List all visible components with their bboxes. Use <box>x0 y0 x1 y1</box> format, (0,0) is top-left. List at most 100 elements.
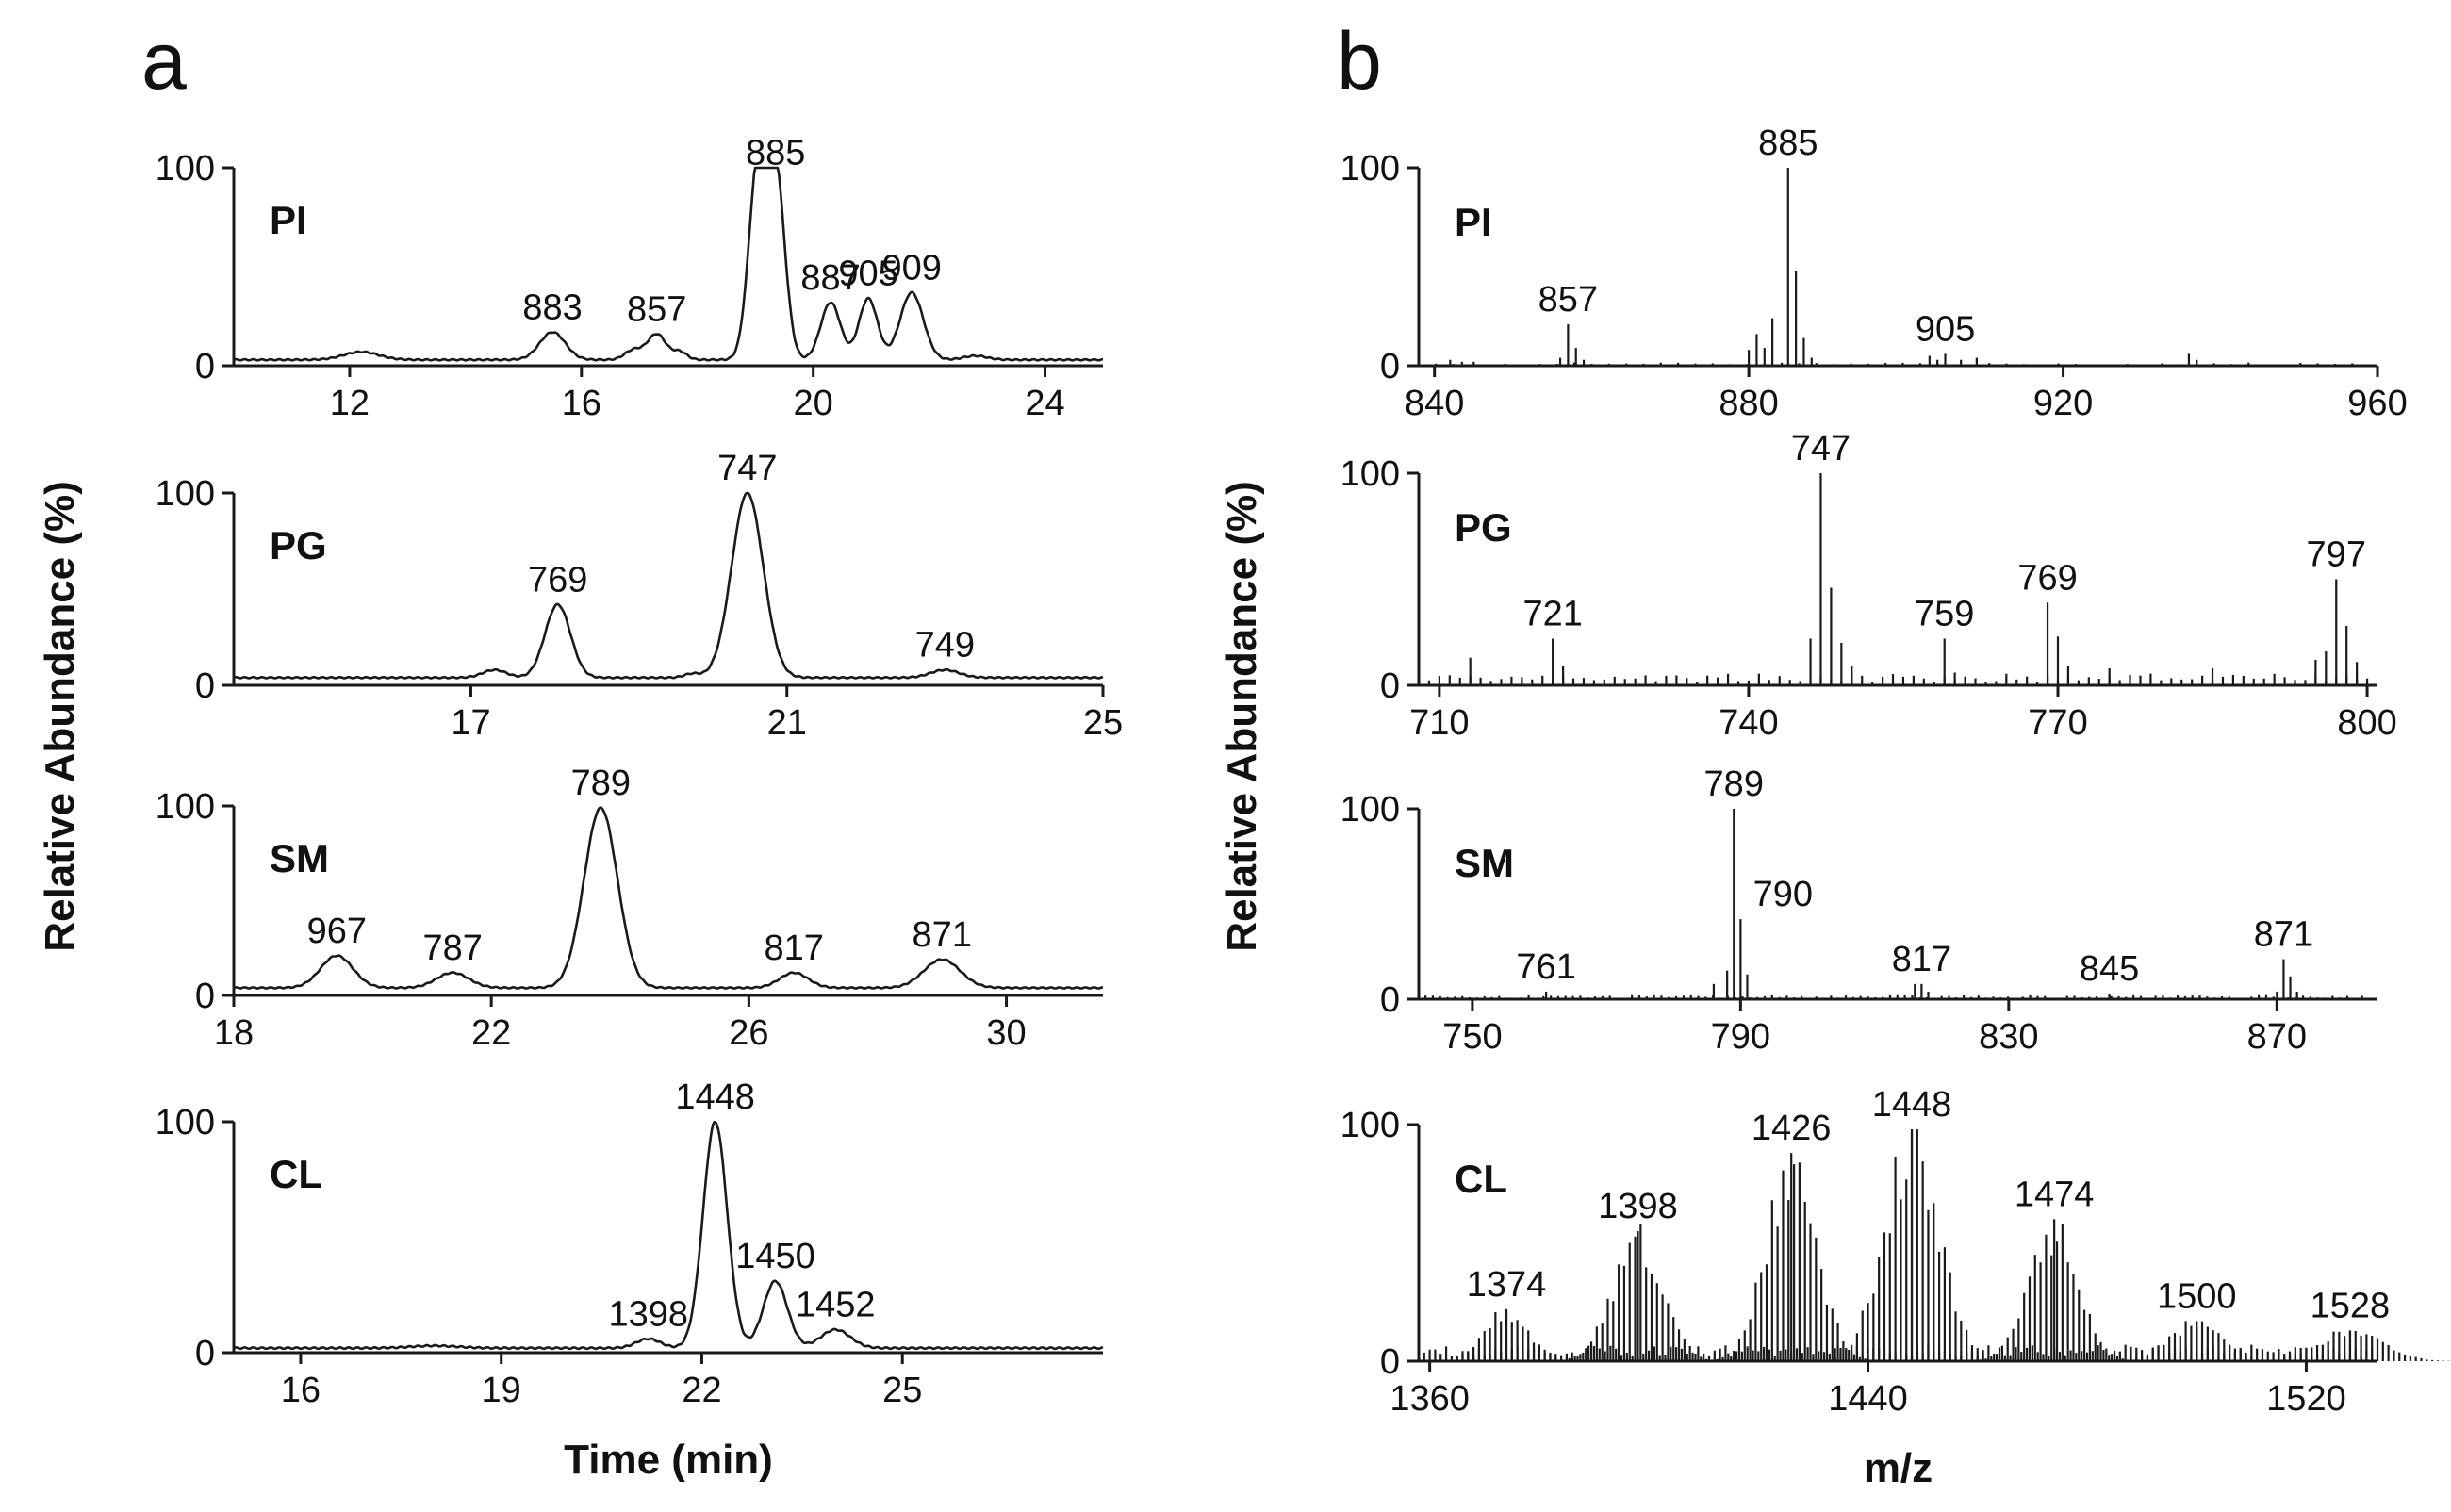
x-tick-label: 22 <box>471 1013 511 1053</box>
x-tick-label: 920 <box>2033 384 2093 423</box>
peak-label: 1500 <box>2157 1276 2237 1316</box>
x-tick-label: 12 <box>330 384 370 423</box>
x-tick-label: 870 <box>2247 1017 2307 1057</box>
x-tick-label: 740 <box>1719 703 1778 743</box>
x-tick-label: 1440 <box>1828 1379 1908 1419</box>
lipid-class-label: PI <box>270 198 307 242</box>
x-tick-label: 800 <box>2337 703 2396 743</box>
y-axis-title: Relative Abundance (%) <box>1219 481 1265 952</box>
y-tick-label: 100 <box>1341 454 1400 494</box>
y-tick-label: 0 <box>195 347 215 386</box>
peak-label: 747 <box>1791 429 1851 468</box>
peak-label: 909 <box>881 248 941 288</box>
peak-label: 1398 <box>1598 1187 1678 1226</box>
peak-label: 871 <box>913 915 972 955</box>
x-tick-label: 16 <box>281 1371 321 1410</box>
peak-label: 857 <box>1538 280 1598 320</box>
axis-lines <box>1417 168 2377 368</box>
y-tick-label: 0 <box>195 1334 215 1373</box>
x-tick-label: 24 <box>1025 384 1064 423</box>
lipid-class-label: SM <box>270 836 329 880</box>
peak-label: 769 <box>2017 558 2077 598</box>
x-tick-label: 30 <box>986 1013 1026 1053</box>
peak-label: 769 <box>528 560 587 600</box>
peak-label: 1448 <box>1872 1085 1952 1125</box>
chromatogram-trace <box>233 806 1104 990</box>
peak-label: 883 <box>522 288 582 327</box>
x-tick-label: 19 <box>482 1371 521 1410</box>
x-tick-label: 25 <box>1083 703 1123 743</box>
x-tick-label: 1520 <box>2266 1379 2346 1419</box>
x-tick-label: 960 <box>2347 384 2407 423</box>
y-tick-label: 100 <box>156 474 215 514</box>
chart-a-sm: 0 100 18 22 26 30 SM 967 787 789 817 871 <box>156 764 1104 1053</box>
y-tick-label: 100 <box>156 1103 215 1142</box>
peak-label: 871 <box>2254 915 2313 955</box>
peak-label: 761 <box>1516 947 1575 987</box>
peak-label: 1374 <box>1467 1265 1547 1305</box>
x-tick-label: 21 <box>767 703 807 743</box>
x-tick-label: 18 <box>214 1013 254 1053</box>
x-tick-label: 22 <box>682 1371 721 1410</box>
peak-label: 885 <box>1758 123 1818 163</box>
peak-label: 787 <box>423 929 483 968</box>
peak-label: 1450 <box>735 1237 815 1276</box>
chromatogram-trace <box>233 166 1104 362</box>
x-tick-label: 710 <box>1409 703 1469 743</box>
peak-label: 905 <box>838 255 897 294</box>
peak-label: 1426 <box>1752 1109 1832 1148</box>
x-tick-label: 1360 <box>1390 1379 1470 1419</box>
lipid-class-label: SM <box>1455 841 1514 885</box>
peak-label: 749 <box>915 626 975 666</box>
y-tick-label: 100 <box>156 787 215 827</box>
x-tick-label: 830 <box>1979 1017 2038 1057</box>
peak-label: 759 <box>1915 595 1974 634</box>
peak-label: 817 <box>764 929 823 968</box>
x-tick-label: 26 <box>729 1013 768 1053</box>
x-tick-label: 20 <box>794 384 833 423</box>
y-tick-label: 0 <box>195 666 215 706</box>
peak-label: 1452 <box>796 1286 876 1325</box>
y-tick-label: 0 <box>1380 347 1400 386</box>
y-tick-label: 0 <box>1380 1342 1400 1382</box>
y-tick-label: 100 <box>1341 790 1400 830</box>
chart-a-cl: 0 100 16 19 22 25 CL Time (min) 1398 1448 1450 1452 <box>156 1077 1104 1483</box>
lipid-class-label: CL <box>270 1152 322 1196</box>
peak-label: 790 <box>1753 875 1813 914</box>
peak-label: 967 <box>307 912 367 951</box>
x-tick-label: 840 <box>1405 384 1464 423</box>
peak-label: 721 <box>1522 595 1582 634</box>
chart-b-cl: 0 100 1360 1440 1520 CL m/z 1374 1398 1426 1448 147… <box>1341 1085 2450 1491</box>
x-tick-label: 25 <box>882 1371 922 1410</box>
peak-label: 905 <box>1916 309 1975 349</box>
x-tick-label: 770 <box>2028 703 2087 743</box>
axis-lines <box>232 168 1103 368</box>
y-tick-label: 0 <box>195 977 215 1016</box>
chromatogram-trace <box>233 1121 1104 1351</box>
x-tick-label: 16 <box>562 384 601 423</box>
lipid-class-label: CL <box>1455 1157 1507 1201</box>
peak-label: 747 <box>717 449 777 488</box>
x-tick-label: 880 <box>1719 384 1778 423</box>
panel-a-label: a <box>141 16 187 107</box>
y-tick-label: 100 <box>1341 1106 1400 1145</box>
peak-label: 1398 <box>608 1294 688 1334</box>
peak-label: 1448 <box>675 1077 755 1117</box>
peak-label: 1474 <box>2015 1175 2095 1214</box>
x-axis-title: m/z <box>1864 1445 1933 1491</box>
panel-b-label: b <box>1337 16 1382 107</box>
peak-label: 817 <box>1892 940 1951 979</box>
chart-b-sm: 0 100 750 790 830 870 SM 761 789 790 817 845 871 <box>1341 764 2377 1057</box>
chart-b-pg: 0 100 710 740 770 800 PG 721 747 759 769 797 <box>1341 429 2397 743</box>
y-tick-label: 0 <box>1380 980 1400 1020</box>
peak-label: 789 <box>571 764 631 803</box>
y-tick-label: 100 <box>156 149 215 189</box>
y-tick-label: 100 <box>1341 149 1400 189</box>
lipid-class-label: PG <box>1455 505 1512 550</box>
x-axis-title: Time (min) <box>564 1437 773 1483</box>
peak-label: 1528 <box>2311 1286 2391 1325</box>
